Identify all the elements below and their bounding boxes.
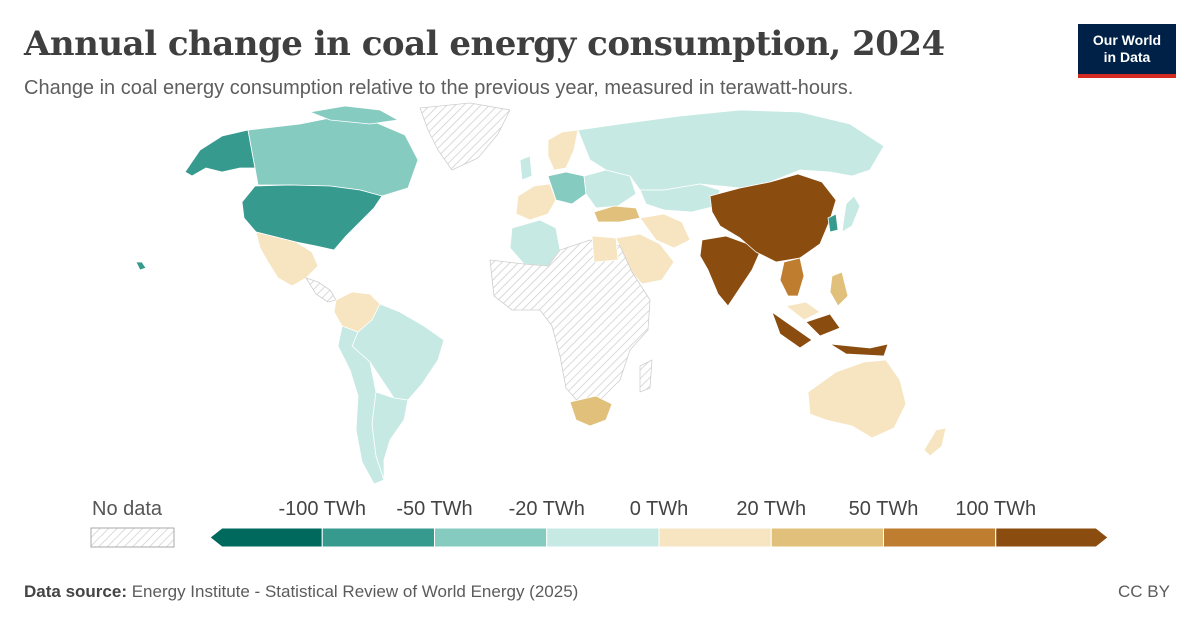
region-south-africa[interactable] <box>569 395 613 427</box>
legend-no-data-label: No data <box>92 498 163 520</box>
legend-bin-6[interactable] <box>883 527 997 548</box>
region-egypt[interactable] <box>591 235 619 263</box>
region-scandinavia[interactable] <box>547 129 579 171</box>
region-united-states[interactable] <box>241 184 383 251</box>
legend-bin-3[interactable] <box>546 527 660 548</box>
region-new-zealand[interactable] <box>923 427 947 457</box>
region-central-america[interactable] <box>305 277 337 303</box>
legend-bin-7[interactable] <box>995 527 1109 548</box>
region-russia[interactable] <box>577 109 885 191</box>
chart-subtitle: Change in coal energy consumption relati… <box>24 77 854 99</box>
region-western-europe[interactable] <box>515 183 557 221</box>
region-china[interactable] <box>709 173 837 263</box>
region-argentina[interactable] <box>371 391 409 481</box>
region-vietnam[interactable] <box>779 257 805 297</box>
region-indonesia[interactable] <box>771 311 889 357</box>
region-malaysia[interactable] <box>785 301 821 321</box>
region-japan[interactable] <box>841 195 861 233</box>
region-south-korea[interactable] <box>827 213 839 233</box>
legend-tick-label: 0 TWh <box>629 498 689 520</box>
region-turkey[interactable] <box>593 205 641 223</box>
logo-line-1: Our World <box>1092 32 1162 48</box>
data-source-label: Data source: <box>24 582 127 601</box>
region-philippines[interactable] <box>829 271 849 307</box>
legend-tick-label: -50 TWh <box>396 498 473 520</box>
legend-bin-4[interactable] <box>658 527 772 548</box>
license-label[interactable]: CC BY <box>1118 582 1170 601</box>
legend-tick-label: 50 TWh <box>848 498 919 520</box>
legend-color-bar <box>209 527 1109 548</box>
legend-tick-label: 100 TWh <box>955 498 1037 520</box>
logo-line-2: in Data <box>1103 49 1151 65</box>
region-iran[interactable] <box>639 213 691 249</box>
legend-tick-label: -100 TWh <box>278 498 366 520</box>
legend-bin-0[interactable] <box>209 527 323 548</box>
chart-title: Annual change in coal energy consumption… <box>24 24 945 64</box>
region-greenland[interactable] <box>419 102 511 171</box>
legend-bin-2[interactable] <box>434 527 548 548</box>
region-north-africa[interactable] <box>509 219 561 267</box>
legend-bin-1[interactable] <box>321 527 435 548</box>
region-hawaii[interactable] <box>135 261 147 271</box>
data-source-text[interactable]: Energy Institute - Statistical Review of… <box>131 582 579 601</box>
region-alaska[interactable] <box>184 129 256 177</box>
legend-bin-5[interactable] <box>770 527 884 548</box>
region-brazil[interactable] <box>351 303 445 401</box>
region-india[interactable] <box>699 235 761 307</box>
data-source: Data source: Energy Institute - Statisti… <box>24 582 578 602</box>
region-africa-no-data[interactable] <box>489 239 651 405</box>
region-canada[interactable] <box>247 117 419 197</box>
region-australia[interactable] <box>807 359 907 439</box>
owid-logo[interactable]: Our World in Data <box>1078 24 1176 78</box>
legend-tick-label: 20 TWh <box>736 498 807 520</box>
legend-tick-label: -20 TWh <box>508 498 585 520</box>
region-canada-arctic[interactable] <box>309 105 399 125</box>
region-madagascar[interactable] <box>639 359 653 393</box>
region-uk[interactable] <box>519 155 533 181</box>
legend-no-data-swatch <box>90 527 175 548</box>
